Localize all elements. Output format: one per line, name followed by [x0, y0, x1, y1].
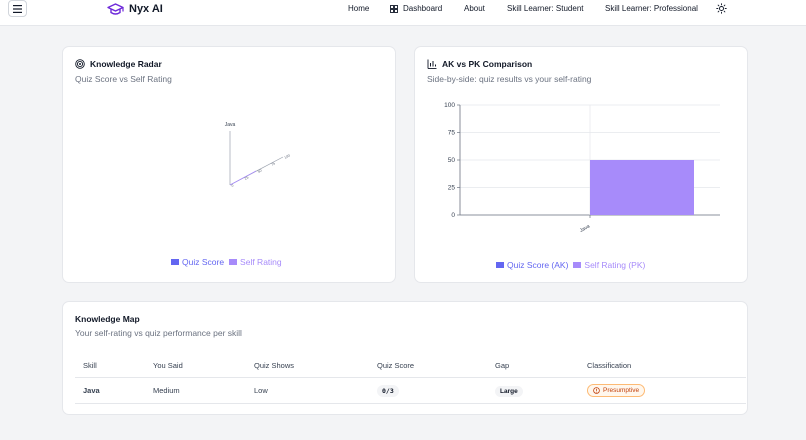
comparison-card-subtitle: Side-by-side: quiz results vs your self-… [427, 74, 592, 84]
nav-student-link[interactable]: Skill Learner: Student [507, 4, 584, 13]
knowledge-radar-card: Knowledge Radar Quiz Score vs Self Ratin… [62, 46, 396, 283]
y-tick-label: 0 [451, 212, 455, 219]
brand-name: Nyx AI [129, 3, 163, 15]
radar-card-header: Knowledge Radar [75, 59, 162, 69]
comparison-legend: Quiz Score (AK) Self Rating (PK) [496, 260, 645, 270]
quiz-score-badge: 0/3 [377, 384, 399, 397]
y-tick-label: 50 [448, 157, 456, 164]
legend-self-rating-pk[interactable]: Self Rating (PK) [573, 260, 645, 270]
nav-home-link[interactable]: Home [348, 4, 370, 13]
nav-professional-link[interactable]: Skill Learner: Professional [605, 4, 698, 13]
radar-tick-label: 100 [284, 154, 291, 160]
grid-icon [390, 4, 398, 13]
graduation-cap-icon [107, 2, 124, 15]
nav-dashboard-link[interactable]: Dashboard [390, 4, 442, 13]
legend-pk-label: Self Rating (PK) [584, 260, 646, 270]
radar-card-subtitle: Quiz Score vs Self Rating [75, 74, 172, 84]
ak-pk-bar-chart: 0 25 50 75 100 Java [444, 102, 720, 234]
knowledge-map-subtitle: Your self-rating vs quiz performance per… [75, 328, 242, 338]
knowledge-map-card: Knowledge Map Your self-rating vs quiz p… [62, 301, 748, 415]
column-header-gap: Gap [487, 355, 579, 378]
sun-icon[interactable] [716, 3, 727, 14]
pk-swatch [573, 262, 582, 268]
column-header-you-said: You Said [145, 355, 246, 378]
knowledge-map-table: Skill You Said Quiz Shows Quiz Score Gap… [75, 355, 746, 404]
brand-logo[interactable]: Nyx AI [107, 2, 163, 16]
column-header-quiz-score: Quiz Score [369, 355, 487, 378]
table-header-row: Skill You Said Quiz Shows Quiz Score Gap… [75, 355, 746, 378]
column-header-quiz-shows: Quiz Shows [246, 355, 369, 378]
quiz-swatch [171, 259, 179, 265]
classification-cell: Presumptive [579, 377, 746, 404]
column-header-skill: Skill [75, 355, 145, 378]
gap-cell: Large [487, 377, 579, 404]
radar-tick-label: 25 [244, 175, 249, 180]
bar-self-rating-pk [590, 160, 694, 215]
menu-button[interactable] [8, 0, 27, 17]
gap-badge: Large [495, 385, 523, 397]
self-swatch [229, 259, 238, 265]
nav-about-link[interactable]: About [464, 4, 485, 13]
y-tick-label: 75 [448, 130, 456, 137]
radar-tick-label: 75 [270, 161, 275, 166]
classification-badge: Presumptive [587, 383, 646, 397]
comparison-card-header: AK vs PK Comparison [427, 59, 532, 69]
table-row: Java Medium Low 0/3 Large Presumptive [75, 377, 746, 404]
column-header-classification: Classification [579, 355, 746, 378]
legend-quiz-score[interactable]: Quiz Score [171, 257, 224, 267]
classification-label: Presumptive [603, 386, 640, 394]
nav-dashboard-label: Dashboard [403, 4, 443, 13]
legend-ak-label: Quiz Score (AK) [507, 260, 569, 270]
you-said-cell: Medium [145, 377, 246, 404]
y-tick-label: 25 [448, 185, 456, 192]
top-navbar: Nyx AI Home Dashboard About Skill Learne… [0, 0, 806, 26]
menu-icon [13, 4, 22, 13]
radar-card-title: Knowledge Radar [90, 59, 162, 69]
legend-self-rating[interactable]: Self Rating [229, 257, 282, 267]
x-tick-label: Java [579, 223, 591, 234]
radar-self-rating-area [229, 170, 257, 186]
radar-chart: Java 0 25 50 75 100 [225, 122, 291, 188]
radar-axis-label: Java [225, 122, 236, 128]
ak-swatch [496, 262, 504, 268]
knowledge-map-title: Knowledge Map [75, 314, 140, 324]
legend-self-label: Self Rating [240, 257, 282, 267]
bar-chart-icon [427, 59, 437, 69]
comparison-card-title: AK vs PK Comparison [442, 59, 533, 69]
radar-icon [75, 59, 85, 69]
legend-quiz-score-ak[interactable]: Quiz Score (AK) [496, 260, 568, 270]
radar-legend: Quiz Score Self Rating [171, 257, 282, 267]
quiz-shows-cell: Low [246, 377, 369, 404]
skill-cell: Java [75, 377, 145, 404]
alert-circle-icon [593, 386, 600, 394]
quiz-score-cell: 0/3 [369, 377, 487, 404]
radar-tick-label: 0 [231, 183, 235, 187]
ak-pk-comparison-card: AK vs PK Comparison Side-by-side: quiz r… [414, 46, 748, 283]
legend-quiz-label: Quiz Score [182, 257, 225, 267]
radar-tick-label: 50 [257, 168, 262, 173]
y-tick-label: 100 [444, 102, 455, 109]
